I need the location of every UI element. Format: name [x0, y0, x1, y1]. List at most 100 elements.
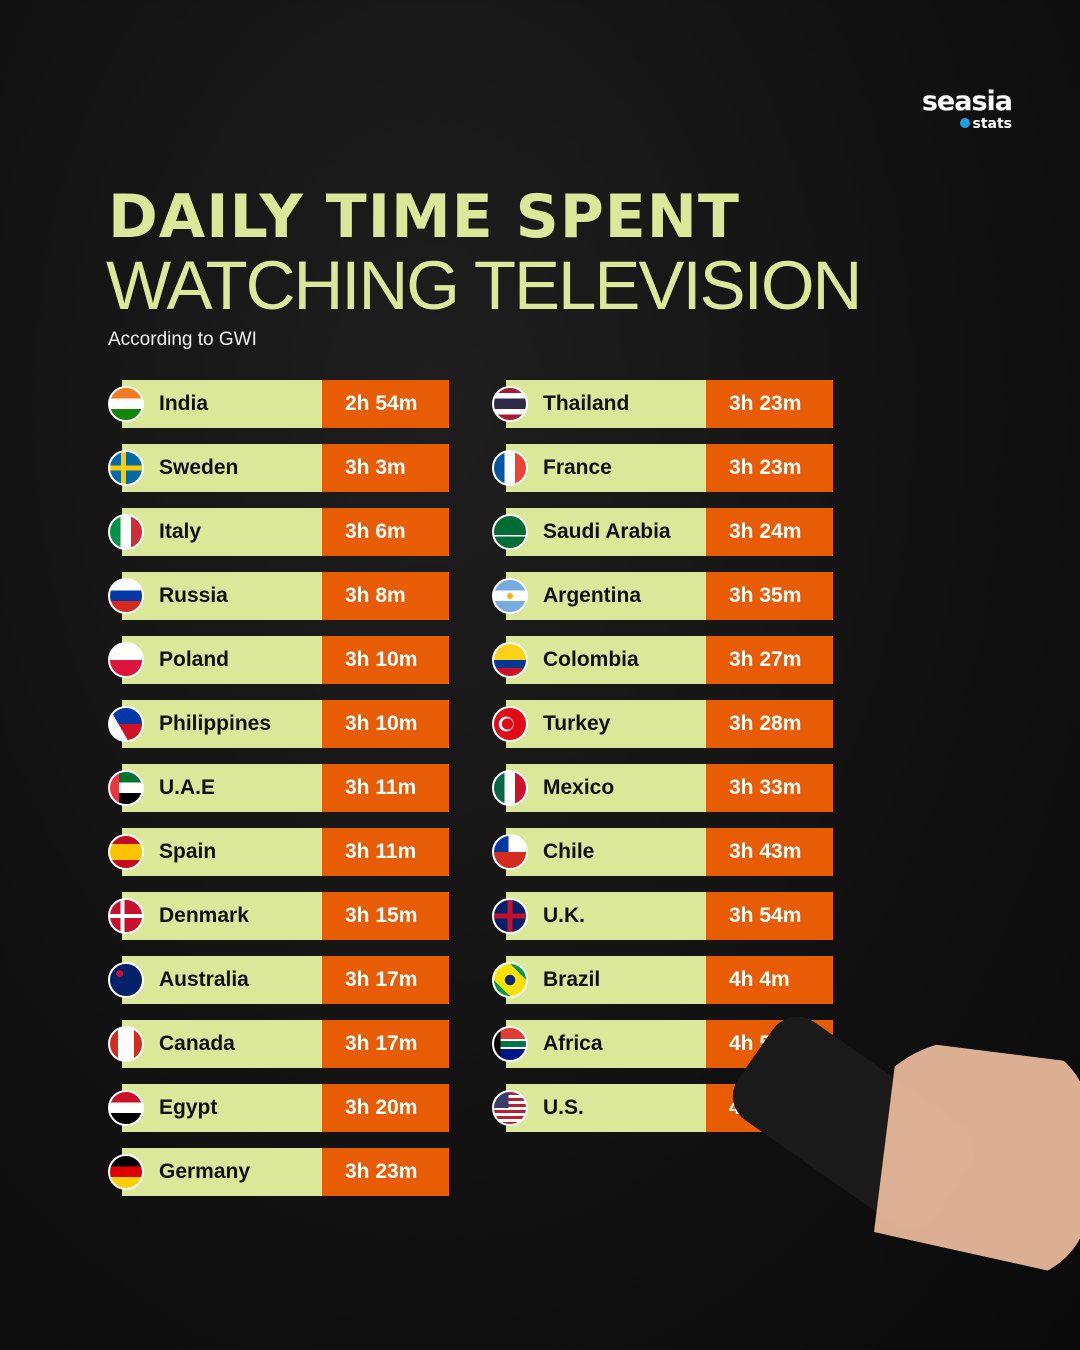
poland-flag-icon: [108, 642, 144, 678]
logo-sub: stats: [972, 116, 1013, 132]
table-row: Colombia 3h 27m: [492, 636, 834, 684]
chile-flag-icon: [492, 834, 528, 870]
time-value: 3h 10m: [322, 636, 449, 684]
mexico-flag-icon: [492, 770, 528, 806]
time-value: 3h 24m: [706, 508, 833, 556]
table-row: Russia 3h 8m: [108, 572, 450, 620]
table-row: Australia 3h 17m: [108, 956, 450, 1004]
time-value: 4h 4m: [706, 956, 833, 1004]
table-row: Saudi Arabia 3h 24m: [492, 508, 834, 556]
logo-text: seasia: [921, 86, 1013, 117]
sweden-flag-icon: [108, 450, 144, 486]
table-row: Philippines 3h 10m: [108, 700, 450, 748]
country-label: India: [122, 380, 322, 428]
colombia-flag-icon: [492, 642, 528, 678]
canada-flag-icon: [108, 1026, 144, 1062]
time-value: 3h 15m: [322, 892, 449, 940]
time-value: 3h 10m: [322, 700, 449, 748]
table-row: Thailand 3h 23m: [492, 380, 834, 428]
country-label: Mexico: [506, 764, 706, 812]
france-flag-icon: [492, 450, 528, 486]
country-label: Italy: [122, 508, 322, 556]
country-label: Turkey: [506, 700, 706, 748]
time-value: 3h 17m: [322, 956, 449, 1004]
south-africa-flag-icon: [492, 1026, 528, 1062]
table-row: Argentina 3h 35m: [492, 572, 834, 620]
time-value: 3h 23m: [706, 444, 833, 492]
brazil-flag-icon: [492, 962, 528, 998]
country-label: U.S.: [506, 1084, 706, 1132]
denmark-flag-icon: [108, 898, 144, 934]
country-label: Chile: [506, 828, 706, 876]
australia-flag-icon: [108, 962, 144, 998]
time-value: 3h 3m: [322, 444, 449, 492]
time-value: 3h 8m: [322, 572, 449, 620]
time-value: 3h 11m: [322, 764, 449, 812]
country-label: Spain: [122, 828, 322, 876]
time-value: 2h 54m: [322, 380, 449, 428]
time-value: 3h 35m: [706, 572, 833, 620]
country-label: Poland: [122, 636, 322, 684]
table-row: Denmark 3h 15m: [108, 892, 450, 940]
table-row: Germany 3h 23m: [108, 1148, 450, 1196]
time-value: 3h 6m: [322, 508, 449, 556]
india-flag-icon: [108, 386, 144, 422]
country-label: U.A.E: [122, 764, 322, 812]
country-label: Russia: [122, 572, 322, 620]
germany-flag-icon: [108, 1154, 144, 1190]
spain-flag-icon: [108, 834, 144, 870]
country-label: Philippines: [122, 700, 322, 748]
table-row: Spain 3h 11m: [108, 828, 450, 876]
country-label: Sweden: [122, 444, 322, 492]
title-line-2: WATCHING TELEVISION: [106, 247, 862, 324]
time-value: 3h 27m: [706, 636, 833, 684]
uae-flag-icon: [108, 770, 144, 806]
table-row: U.A.E 3h 11m: [108, 764, 450, 812]
time-value: 3h 28m: [706, 700, 833, 748]
table-row: Canada 3h 17m: [108, 1020, 450, 1068]
philippines-flag-icon: [108, 706, 144, 742]
table-row: U.K. 3h 54m: [492, 892, 834, 940]
table-row: France 3h 23m: [492, 444, 834, 492]
egypt-flag-icon: [108, 1090, 144, 1126]
thailand-flag-icon: [492, 386, 528, 422]
subtitle: According to GWI: [108, 329, 257, 350]
table-row: Poland 3h 10m: [108, 636, 450, 684]
time-value: 3h 33m: [706, 764, 833, 812]
table-row: Sweden 3h 3m: [108, 444, 450, 492]
table-row: India 2h 54m: [108, 380, 450, 428]
time-value: 3h 23m: [322, 1148, 449, 1196]
table-row: Turkey 3h 28m: [492, 700, 834, 748]
table-row: Chile 3h 43m: [492, 828, 834, 876]
time-value: 3h 11m: [322, 828, 449, 876]
table-row: Italy 3h 6m: [108, 508, 450, 556]
country-label: Australia: [122, 956, 322, 1004]
country-label: Canada: [122, 1020, 322, 1068]
country-label: France: [506, 444, 706, 492]
table-row: Brazil 4h 4m: [492, 956, 834, 1004]
saudi-flag-icon: [492, 514, 528, 550]
argentina-flag-icon: [492, 578, 528, 614]
usa-flag-icon: [492, 1090, 528, 1126]
turkey-flag-icon: [492, 706, 528, 742]
seasia-stats-logo: seasia stats: [916, 86, 1013, 133]
country-label: Saudi Arabia: [506, 508, 706, 556]
uk-flag-icon: [492, 898, 528, 934]
russia-flag-icon: [108, 578, 144, 614]
globe-icon: [959, 118, 970, 128]
table-row: Egypt 3h 20m: [108, 1084, 450, 1132]
country-label: Colombia: [506, 636, 706, 684]
country-label: Germany: [122, 1148, 322, 1196]
country-label: Thailand: [506, 380, 706, 428]
title-line-1: DAILY TIME SPENT: [108, 182, 740, 252]
time-value: 3h 23m: [706, 380, 833, 428]
table-row: Mexico 3h 33m: [492, 764, 834, 812]
country-label: U.K.: [506, 892, 706, 940]
country-label: Argentina: [506, 572, 706, 620]
country-label: Denmark: [122, 892, 322, 940]
country-label: Africa: [506, 1020, 706, 1068]
time-value: 3h 54m: [706, 892, 833, 940]
country-label: Brazil: [506, 956, 706, 1004]
country-label: Egypt: [122, 1084, 322, 1132]
time-value: 3h 20m: [322, 1084, 449, 1132]
